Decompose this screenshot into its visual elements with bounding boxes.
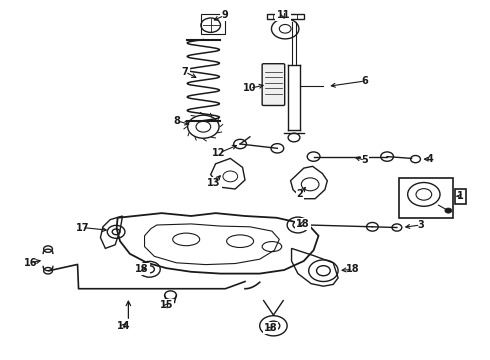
Text: 3: 3 bbox=[417, 220, 424, 230]
Text: 7: 7 bbox=[182, 67, 189, 77]
Text: 2: 2 bbox=[296, 189, 303, 199]
Text: 5: 5 bbox=[362, 155, 368, 165]
Text: 11: 11 bbox=[276, 10, 290, 21]
Circle shape bbox=[445, 208, 452, 213]
Text: 15: 15 bbox=[160, 300, 173, 310]
Text: 18: 18 bbox=[296, 219, 310, 229]
Text: 14: 14 bbox=[117, 321, 130, 331]
Bar bbox=[399, 178, 453, 218]
Text: 17: 17 bbox=[75, 222, 89, 233]
FancyBboxPatch shape bbox=[262, 64, 285, 105]
Text: 18: 18 bbox=[264, 323, 277, 333]
Text: 6: 6 bbox=[362, 76, 368, 86]
Text: 1: 1 bbox=[457, 191, 464, 201]
Text: 12: 12 bbox=[212, 148, 226, 158]
Text: 16: 16 bbox=[24, 258, 37, 268]
Text: 8: 8 bbox=[173, 116, 180, 126]
Text: 18: 18 bbox=[135, 264, 149, 274]
Text: 18: 18 bbox=[346, 264, 360, 274]
Text: 4: 4 bbox=[427, 154, 434, 164]
Text: 13: 13 bbox=[207, 177, 221, 188]
Text: 10: 10 bbox=[243, 83, 257, 93]
Text: 9: 9 bbox=[221, 10, 228, 21]
